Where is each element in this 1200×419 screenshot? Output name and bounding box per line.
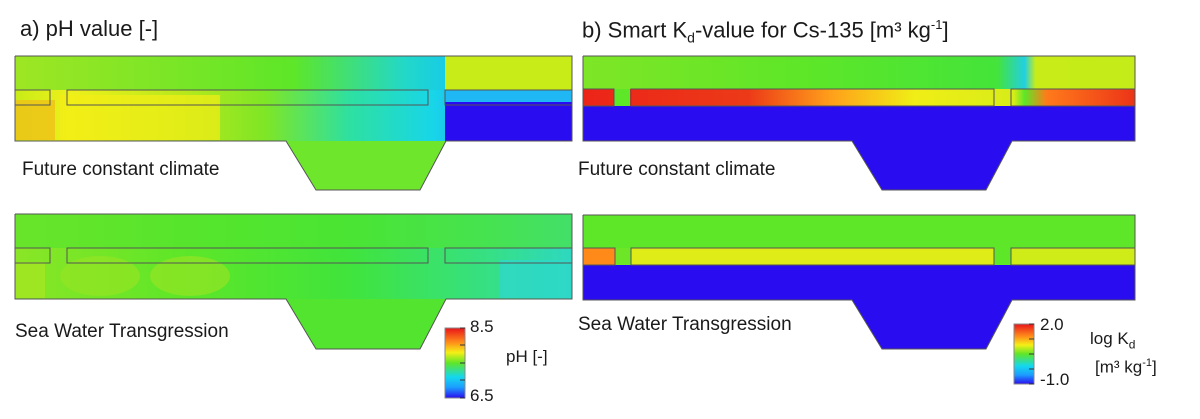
panel-b-top-field xyxy=(583,56,1135,190)
colorbar-b-unit: log Kd xyxy=(1090,330,1135,350)
panel-a-top-field xyxy=(15,56,572,190)
panel-b-title-suffix: ] xyxy=(942,17,949,43)
panel-b-title-sub: d xyxy=(687,29,695,46)
panel-a-title: a) pH value [-] xyxy=(20,16,159,41)
panel-b-title-mid: -value for Cs-135 [m³ kg xyxy=(694,17,931,43)
colorbar-a-unit: pH [-] xyxy=(506,347,548,366)
panel-b-title-prefix: b) Smart K xyxy=(582,17,688,43)
colorbar-b-unit-prefix: log K xyxy=(1090,329,1129,348)
scenario-label-a-bottom: Sea Water Transgression xyxy=(15,321,229,342)
colorbar-b-min: -1.0 xyxy=(1040,370,1070,389)
colorbar-b xyxy=(1013,323,1035,385)
panel-a-bottom-outline xyxy=(14,213,573,350)
panel-a-bottom-field xyxy=(15,214,572,349)
panel-b-bottom-field xyxy=(583,215,1135,349)
colorbar-a-max: 8.5 xyxy=(470,317,494,336)
panel-b-top-outline xyxy=(582,55,1136,191)
colorbar-b-unit-sub: d xyxy=(1128,337,1136,352)
colorbar-a xyxy=(444,327,466,399)
scenario-label-a-top: Future constant climate xyxy=(22,159,220,180)
panel-a-top-outline xyxy=(14,55,573,191)
colorbar-b-max: 2.0 xyxy=(1040,315,1064,334)
scenario-label-b-top: Future constant climate xyxy=(578,159,776,180)
colorbar-a-min: 6.5 xyxy=(470,386,494,405)
colorbar-b-unit2: [m³ kg-1] xyxy=(1095,358,1157,376)
scenario-label-b-bottom: Sea Water Transgression xyxy=(578,314,792,335)
colorbar-b-unit2-prefix: [m³ kg xyxy=(1095,357,1143,377)
colorbar-b-unit2-suffix: ] xyxy=(1152,357,1157,377)
panel-b-bottom-outline xyxy=(582,214,1136,350)
panel-b-title-sup: -1 xyxy=(930,17,943,32)
panel-b-title: b) Smart Kd-value for Cs-135 [m³ kg-1] xyxy=(582,18,949,45)
colorbar-b-unit2-sup: -1 xyxy=(1142,357,1153,369)
